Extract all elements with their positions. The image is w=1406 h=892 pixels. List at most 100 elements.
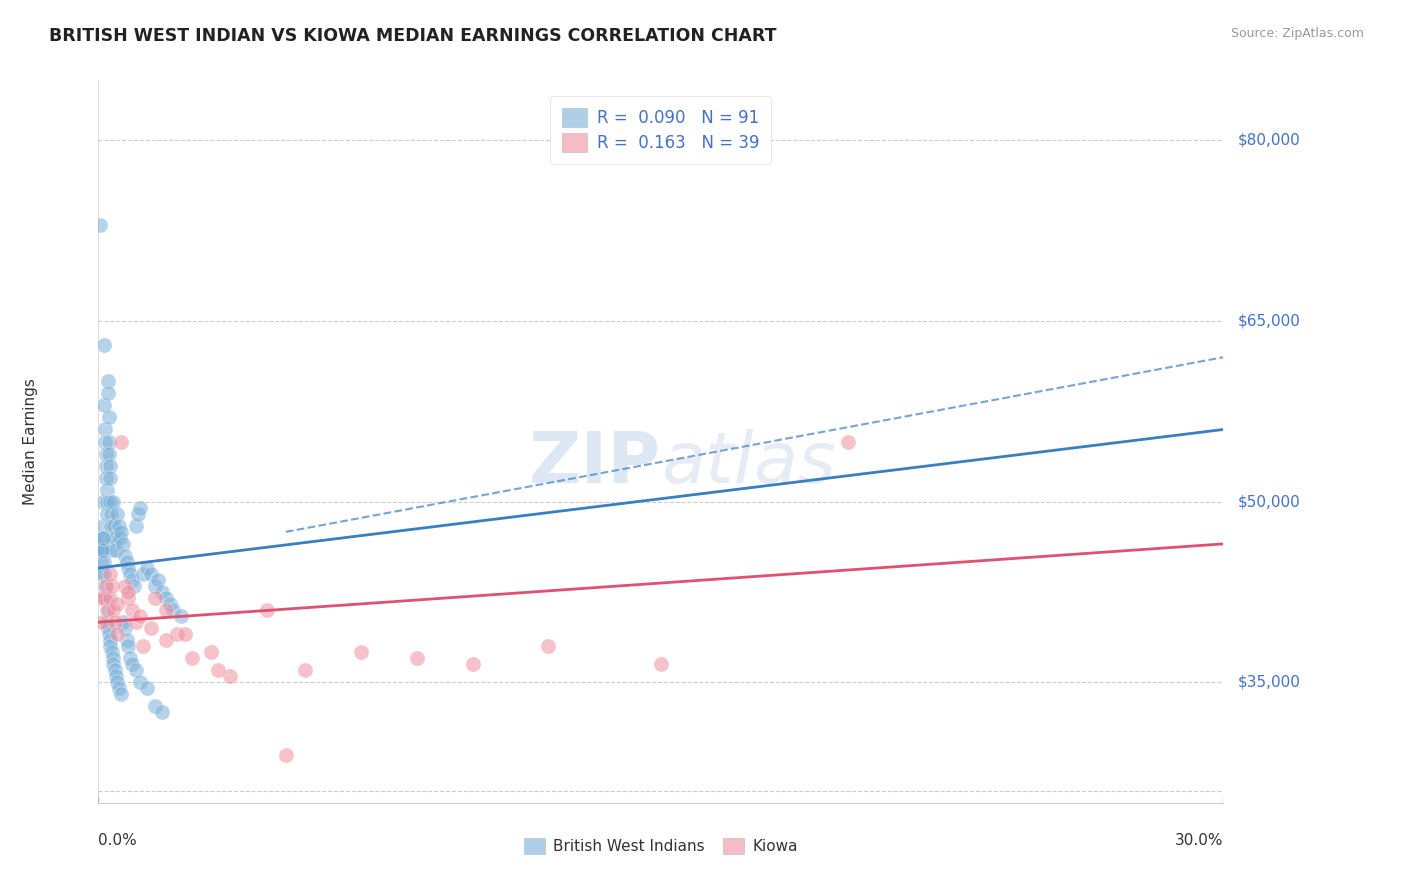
Point bbox=[93, 591, 115, 605]
Point bbox=[105, 542, 128, 557]
Point bbox=[94, 579, 117, 593]
Point bbox=[132, 639, 155, 653]
Point bbox=[90, 567, 112, 582]
Point bbox=[101, 542, 124, 557]
Point bbox=[218, 669, 240, 683]
Text: atlas: atlas bbox=[661, 429, 835, 498]
Point bbox=[170, 609, 193, 624]
Point bbox=[136, 561, 159, 575]
Point bbox=[294, 664, 316, 678]
Point bbox=[143, 579, 166, 593]
Point bbox=[117, 585, 139, 599]
Point bbox=[128, 675, 150, 690]
Point bbox=[125, 519, 148, 533]
Point bbox=[128, 500, 150, 515]
Point bbox=[143, 591, 166, 605]
Point bbox=[104, 669, 127, 683]
Point bbox=[256, 603, 278, 617]
Point bbox=[93, 542, 115, 557]
Point bbox=[120, 651, 142, 665]
Point bbox=[93, 567, 115, 582]
Text: $35,000: $35,000 bbox=[1239, 675, 1301, 690]
Point bbox=[132, 567, 155, 582]
Text: 30.0%: 30.0% bbox=[1175, 833, 1223, 848]
Text: 0.0%: 0.0% bbox=[98, 833, 138, 848]
Point bbox=[100, 494, 122, 508]
Point bbox=[103, 657, 125, 672]
Point bbox=[94, 579, 117, 593]
Point bbox=[162, 603, 184, 617]
Point bbox=[110, 687, 132, 701]
Point bbox=[155, 603, 177, 617]
Point bbox=[100, 645, 122, 659]
Point bbox=[97, 621, 120, 635]
Point bbox=[111, 537, 134, 551]
Point bbox=[148, 573, 170, 587]
Point bbox=[100, 519, 122, 533]
Point bbox=[159, 597, 181, 611]
Point bbox=[94, 458, 117, 473]
Point bbox=[96, 471, 118, 485]
Point bbox=[97, 375, 120, 389]
Point bbox=[121, 573, 143, 587]
Point bbox=[91, 519, 114, 533]
Legend: British West Indians, Kiowa: British West Indians, Kiowa bbox=[517, 832, 804, 860]
Point bbox=[463, 657, 485, 672]
Point bbox=[93, 398, 115, 412]
Text: $80,000: $80,000 bbox=[1239, 133, 1301, 148]
Point bbox=[139, 621, 162, 635]
Point bbox=[103, 494, 125, 508]
Point bbox=[125, 615, 148, 630]
Point bbox=[173, 627, 195, 641]
Point bbox=[117, 639, 139, 653]
Point bbox=[150, 585, 173, 599]
Point bbox=[105, 675, 128, 690]
Point bbox=[105, 597, 128, 611]
Point bbox=[91, 494, 114, 508]
Point bbox=[91, 542, 114, 557]
Point bbox=[101, 651, 124, 665]
Point bbox=[90, 555, 112, 569]
Point bbox=[121, 657, 143, 672]
Point bbox=[350, 645, 373, 659]
Point bbox=[104, 531, 127, 545]
Point bbox=[274, 747, 297, 762]
Point bbox=[837, 434, 859, 449]
Point bbox=[100, 579, 122, 593]
Point bbox=[111, 615, 134, 630]
Point bbox=[93, 555, 115, 569]
Point bbox=[181, 651, 204, 665]
Point bbox=[103, 603, 125, 617]
Point bbox=[97, 603, 120, 617]
Point bbox=[114, 579, 136, 593]
Point bbox=[90, 531, 112, 545]
Point bbox=[98, 458, 121, 473]
Text: Median Earnings: Median Earnings bbox=[24, 378, 38, 505]
Point bbox=[115, 633, 138, 648]
Point bbox=[115, 555, 138, 569]
Point bbox=[93, 338, 115, 352]
Point bbox=[91, 615, 114, 630]
Point bbox=[117, 561, 139, 575]
Point bbox=[136, 681, 159, 696]
Text: $65,000: $65,000 bbox=[1239, 314, 1301, 328]
Point bbox=[200, 645, 222, 659]
Point bbox=[96, 603, 118, 617]
Point bbox=[97, 410, 120, 425]
Point bbox=[155, 633, 177, 648]
Point bbox=[143, 699, 166, 714]
Point bbox=[120, 567, 142, 582]
Point bbox=[91, 542, 114, 557]
Point bbox=[91, 531, 114, 545]
Point bbox=[96, 483, 118, 497]
Point bbox=[128, 609, 150, 624]
Point bbox=[110, 434, 132, 449]
Point bbox=[98, 567, 121, 582]
Point bbox=[94, 434, 117, 449]
Point bbox=[94, 446, 117, 460]
Point bbox=[121, 603, 143, 617]
Point bbox=[108, 531, 131, 545]
Point bbox=[108, 681, 131, 696]
Point bbox=[94, 591, 117, 605]
Point bbox=[406, 651, 429, 665]
